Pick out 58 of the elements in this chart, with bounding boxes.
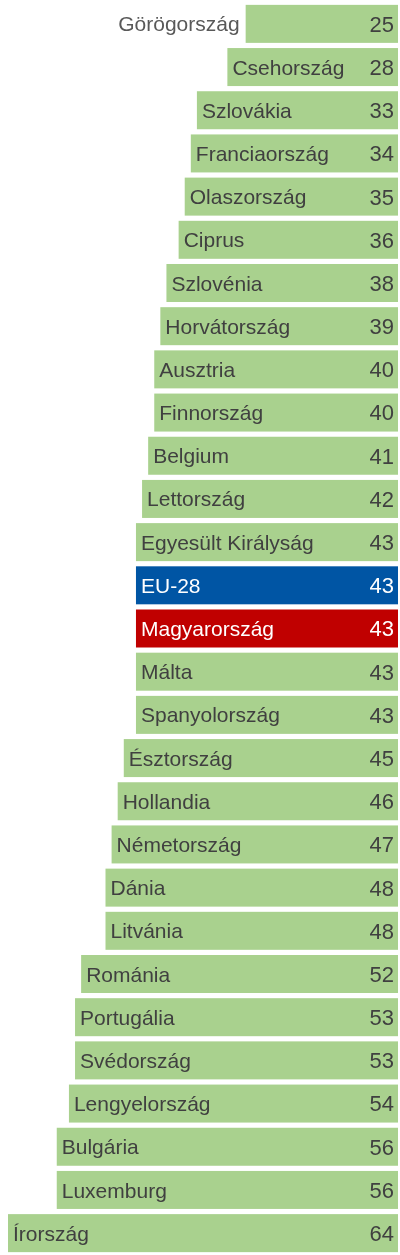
y-tick-label: Észtország xyxy=(128,746,233,770)
data-label: 52 xyxy=(369,961,394,987)
data-label: 53 xyxy=(369,1005,394,1031)
data-label: 40 xyxy=(369,357,394,383)
data-label: 56 xyxy=(369,1177,394,1203)
data-label: 43 xyxy=(369,573,394,599)
y-tick-label: Egyesült Királyság xyxy=(140,530,314,554)
y-tick-label: Csehország xyxy=(232,55,345,79)
y-tick-label: Ciprus xyxy=(183,228,245,252)
data-label: 64 xyxy=(369,1221,394,1247)
y-tick-label: Bulgária xyxy=(61,1135,140,1159)
y-tick-label: Finnország xyxy=(159,401,264,425)
data-label: 35 xyxy=(369,184,394,210)
data-label: 48 xyxy=(369,918,394,944)
data-label: 36 xyxy=(369,227,394,253)
data-label: 28 xyxy=(369,54,394,80)
data-label: 48 xyxy=(369,875,394,901)
y-tick-label: Románia xyxy=(86,962,171,986)
data-label: 53 xyxy=(369,1048,394,1074)
y-tick-label: Spanyolország xyxy=(140,703,280,727)
y-tick-label: Belgium xyxy=(153,444,230,468)
y-tick-label: Németország xyxy=(116,833,242,856)
y-tick-label: Ausztria xyxy=(159,357,236,381)
data-label: 46 xyxy=(369,789,394,815)
data-label: 43 xyxy=(369,530,394,556)
data-label: 25 xyxy=(369,11,394,37)
data-label: 47 xyxy=(369,832,394,858)
y-tick-label: Magyarország xyxy=(140,617,275,641)
y-tick-label: Franciaország xyxy=(195,141,329,165)
y-tick-label: Litvánia xyxy=(110,919,184,943)
y-tick-label: Írország xyxy=(13,1221,89,1245)
y-tick-label: Görögország xyxy=(118,12,240,36)
data-label: 43 xyxy=(369,702,394,728)
data-label: 34 xyxy=(369,141,394,167)
y-tick-label: Portugália xyxy=(80,1005,175,1029)
y-tick-label: Dánia xyxy=(110,876,166,900)
y-tick-label: Horvátország xyxy=(165,314,291,338)
data-label: 42 xyxy=(369,486,394,512)
y-tick-label: Szlovénia xyxy=(171,271,263,295)
y-tick-label: Málta xyxy=(140,660,193,684)
y-tick-label: Szlovákia xyxy=(201,98,293,122)
data-label: 38 xyxy=(369,270,394,296)
y-tick-label: Lengyelország xyxy=(73,1092,211,1116)
y-tick-label: Olaszország xyxy=(189,185,307,209)
y-tick-label: Luxemburg xyxy=(61,1178,167,1202)
data-label: 56 xyxy=(369,1134,394,1160)
data-label: 41 xyxy=(369,443,394,469)
data-label: 43 xyxy=(369,659,394,685)
y-tick-label: Svédország xyxy=(80,1048,191,1072)
y-tick-label: Hollandia xyxy=(122,789,211,813)
y-tick-label: EU-28 xyxy=(140,573,201,597)
data-label: 54 xyxy=(369,1091,394,1117)
data-label: 39 xyxy=(369,314,394,340)
data-label: 43 xyxy=(369,616,394,642)
y-tick-label: Lettország xyxy=(147,487,246,511)
data-label: 33 xyxy=(369,98,394,124)
data-label: 45 xyxy=(369,745,394,771)
data-label: 40 xyxy=(369,400,394,426)
